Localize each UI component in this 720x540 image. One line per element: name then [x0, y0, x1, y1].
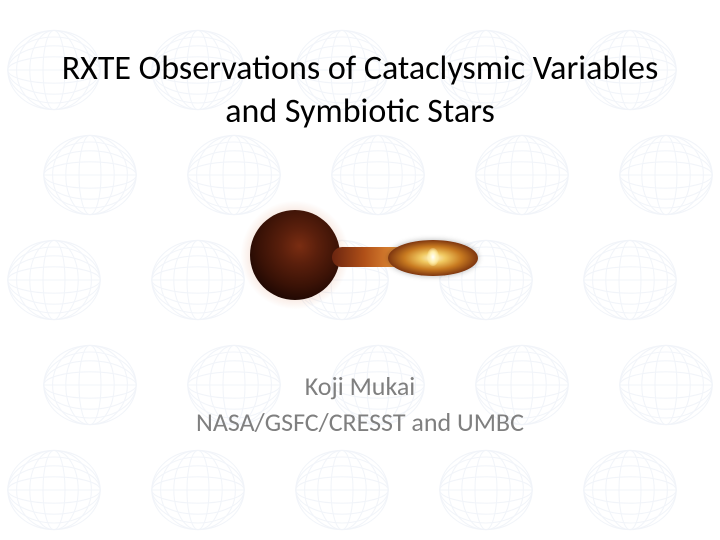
white-dwarf-core [427, 248, 439, 266]
slide-title: RXTE Observations of Cataclysmic Variabl… [0, 48, 720, 133]
author-name: Koji Mukai [0, 368, 720, 404]
author-block: Koji Mukai NASA/GSFC/CRESST and UMBC [0, 368, 720, 441]
slide-content: RXTE Observations of Cataclysmic Variabl… [0, 0, 720, 540]
donor-star [250, 210, 340, 300]
author-affiliation: NASA/GSFC/CRESST and UMBC [0, 404, 720, 440]
cv-binary-illustration [230, 190, 490, 310]
